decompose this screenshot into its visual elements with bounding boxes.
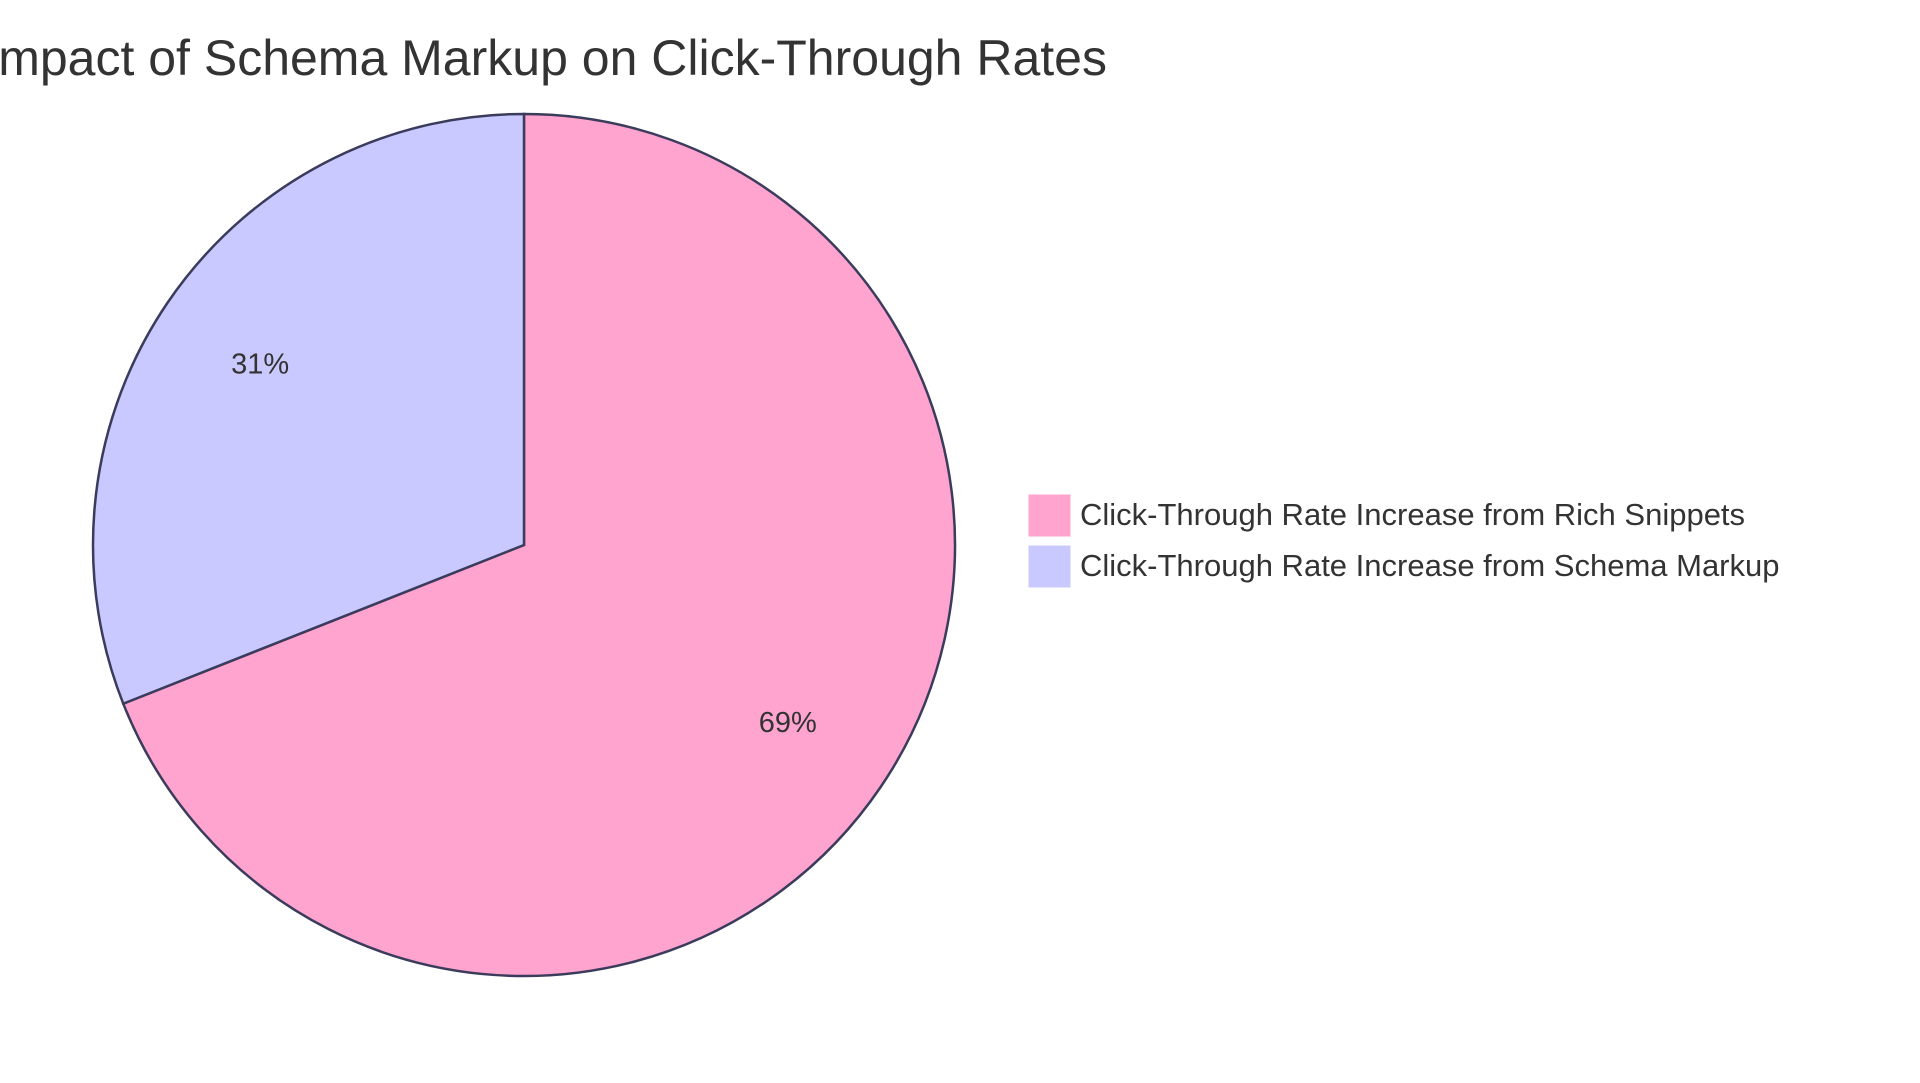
chart-title: Impact of Schema Markup on Click-Through… <box>0 30 1107 86</box>
legend-swatch <box>1027 544 1072 589</box>
legend-label: Click-Through Rate Increase from Rich Sn… <box>1080 497 1745 532</box>
slice-label: 31% <box>231 348 289 380</box>
legend-swatch <box>1027 493 1072 538</box>
slice-label: 69% <box>759 707 817 739</box>
pie-slice <box>121 112 957 978</box>
pie-slice <box>91 112 526 706</box>
legend-label: Click-Through Rate Increase from Schema … <box>1080 548 1779 583</box>
